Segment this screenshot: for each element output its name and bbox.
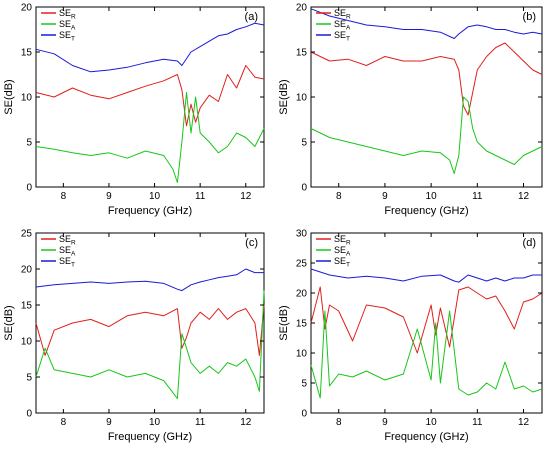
y-tick-label-b-20: 20 (296, 3, 308, 14)
y-tick-label-d-30: 30 (296, 229, 308, 240)
panel-a: 8 9 10 11 12 0 5 10 15 20 Frequency (GHz) SE(dB) (a)… (3, 3, 265, 217)
legend-label-b-a: SEA (334, 19, 351, 32)
y-tick-label-d-25: 25 (296, 259, 308, 270)
y-tick-label-b-5: 5 (301, 138, 307, 149)
panel-tag-b: (b) (523, 11, 536, 23)
x-tick-label-d-10: 10 (426, 417, 438, 428)
series-line-b-a (310, 96, 543, 174)
y-axis-title-a: SE(dB) (3, 79, 15, 114)
y-tick-label-d-5: 5 (301, 379, 307, 390)
x-tick-label-a-10: 10 (149, 191, 161, 202)
y-tick-label-b-15: 15 (296, 48, 308, 59)
y-tick-label-c-10: 10 (21, 337, 33, 348)
x-tick-label-a-11: 11 (195, 191, 206, 202)
y-tick-label-d-10: 10 (296, 349, 308, 360)
legend-label-d-t: SET (334, 256, 350, 269)
legend-label-b-r: SER (334, 8, 351, 21)
x-tick-label-c-8: 8 (61, 417, 67, 428)
legend-label-c-r: SER (59, 234, 76, 247)
x-axis-title-a: Frequency (GHz) (108, 205, 192, 217)
series-line-a-r (35, 65, 265, 127)
x-axis-title-b: Frequency (GHz) (384, 205, 468, 217)
y-tick-label-a-15: 15 (21, 48, 33, 59)
legend-label-a-r: SER (59, 8, 76, 21)
panel-d: 8 9 10 11 12 0 5 10 15 20 25 30 Frequency (GHz) SE(dB… (278, 229, 543, 443)
x-axis-title-d: Frequency (GHz) (384, 431, 468, 443)
y-axis-title-c: SE(dB) (3, 305, 15, 340)
panel-tag-d: (d) (523, 237, 536, 249)
legend-label-d-r: SER (334, 234, 351, 247)
y-tick-label-b-10: 10 (296, 93, 308, 104)
x-tick-label-d-9: 9 (382, 417, 388, 428)
y-tick-label-c-0: 0 (26, 409, 32, 420)
y-axis-title-b: SE(dB) (278, 79, 290, 114)
x-axis-title-c: Frequency (GHz) (108, 431, 192, 443)
series-line-c-t (35, 268, 264, 292)
y-tick-label-c-20: 20 (21, 265, 33, 276)
x-tick-label-a-9: 9 (106, 191, 112, 202)
series-line-d-r (310, 286, 543, 354)
x-tick-label-c-9: 9 (106, 417, 112, 428)
series-line-a-a (35, 92, 265, 183)
legend-label-b-t: SET (334, 30, 350, 43)
y-tick-label-a-0: 0 (26, 183, 32, 194)
x-tick-label-d-11: 11 (472, 417, 483, 428)
x-tick-label-c-12: 12 (240, 417, 252, 428)
y-tick-label-d-15: 15 (296, 319, 308, 330)
x-tick-label-b-9: 9 (382, 191, 388, 202)
x-tick-label-b-11: 11 (472, 191, 483, 202)
x-tick-label-d-8: 8 (336, 417, 342, 428)
legend-label-a-a: SEA (59, 19, 76, 32)
x-tick-label-c-11: 11 (195, 417, 206, 428)
series-line-d-t (310, 268, 542, 283)
panel-tag-c: (c) (245, 237, 258, 249)
y-tick-label-c-25: 25 (21, 229, 33, 240)
series-line-d-a (310, 310, 543, 399)
series-line-c-r (35, 304, 265, 356)
y-tick-label-d-0: 0 (301, 409, 307, 420)
series-line-b-t (310, 8, 543, 39)
y-tick-label-a-5: 5 (26, 138, 32, 149)
series-line-a-t (35, 22, 265, 73)
x-tick-label-c-10: 10 (149, 417, 161, 428)
y-tick-label-a-20: 20 (21, 3, 33, 14)
y-tick-label-b-0: 0 (301, 183, 307, 194)
series-line-c-a (35, 290, 265, 400)
y-axis-title-d: SE(dB) (278, 305, 290, 340)
legend-label-c-t: SET (59, 256, 75, 269)
x-tick-label-a-12: 12 (240, 191, 252, 202)
panel-c: 8 9 10 11 12 0 5 10 15 20 25 Frequency (GHz) SE(dB) (… (3, 229, 265, 443)
panel-tag-a: (a) (245, 11, 258, 23)
legend-label-d-a: SEA (334, 245, 351, 258)
x-tick-label-a-8: 8 (61, 191, 67, 202)
x-tick-label-b-10: 10 (426, 191, 438, 202)
series-line-b-r (310, 42, 543, 116)
x-tick-label-d-12: 12 (518, 417, 530, 428)
legend-label-c-a: SEA (59, 245, 76, 258)
y-tick-label-a-10: 10 (21, 93, 33, 104)
legend-label-a-t: SET (59, 30, 75, 43)
y-tick-label-c-15: 15 (21, 301, 33, 312)
x-tick-label-b-8: 8 (336, 191, 342, 202)
panel-b: 8 9 10 11 12 0 5 10 15 20 Frequency (GHz) SE(dB) (b)… (278, 3, 543, 217)
y-tick-label-c-5: 5 (26, 373, 32, 384)
y-tick-label-d-20: 20 (296, 289, 308, 300)
x-tick-label-b-12: 12 (518, 191, 530, 202)
